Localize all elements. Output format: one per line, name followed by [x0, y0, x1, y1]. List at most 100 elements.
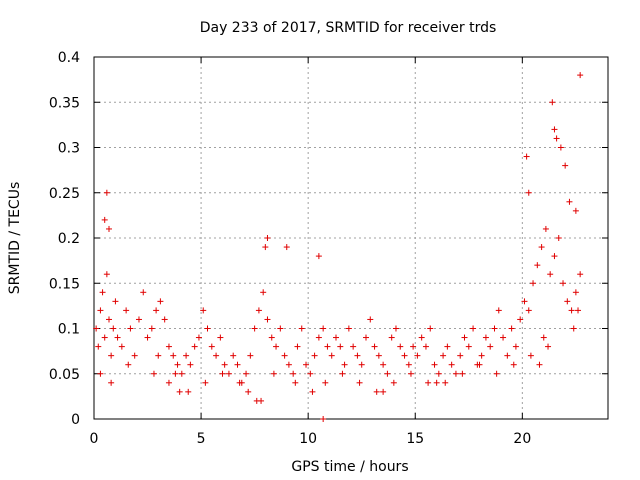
data-point [131, 352, 138, 359]
data-point [230, 352, 237, 359]
data-point [165, 343, 172, 350]
y-tick-label: 0.3 [58, 141, 80, 157]
data-point [251, 325, 258, 332]
data-point [444, 343, 451, 350]
data-point [303, 361, 310, 368]
data-point [459, 370, 466, 377]
data-point [311, 352, 318, 359]
data-point [422, 343, 429, 350]
data-point [380, 388, 387, 395]
data-point [540, 334, 547, 341]
data-point [178, 370, 185, 377]
data-point [410, 343, 417, 350]
y-tick-label: 0.1 [58, 322, 80, 338]
data-point [536, 361, 543, 368]
data-point [103, 271, 110, 278]
data-point [435, 370, 442, 377]
data-point [176, 388, 183, 395]
data-point [440, 352, 447, 359]
data-point [525, 189, 532, 196]
data-point [508, 325, 515, 332]
data-point [523, 153, 530, 160]
data-point [448, 361, 455, 368]
data-point [545, 343, 552, 350]
data-point [112, 298, 119, 305]
data-point [577, 271, 584, 278]
data-point [397, 343, 404, 350]
data-point [103, 189, 110, 196]
data-point [315, 253, 322, 260]
data-point [504, 352, 511, 359]
data-point [566, 198, 573, 205]
data-point [174, 361, 181, 368]
data-point [401, 352, 408, 359]
data-point [273, 343, 280, 350]
data-point [476, 361, 483, 368]
y-tick-label: 0.2 [58, 231, 80, 247]
y-tick-label: 0.4 [58, 50, 80, 66]
data-point [390, 379, 397, 386]
data-point [575, 307, 582, 314]
data-point [221, 361, 228, 368]
y-tick-label: 0.25 [49, 186, 80, 202]
data-point [431, 361, 438, 368]
data-point [127, 325, 134, 332]
data-point [407, 370, 414, 377]
data-point [542, 225, 549, 232]
data-point [285, 361, 292, 368]
data-point [320, 325, 327, 332]
data-point [549, 99, 556, 106]
x-tick-label: 10 [299, 431, 317, 447]
data-point [388, 334, 395, 341]
data-point [123, 307, 130, 314]
data-point [165, 379, 172, 386]
data-point [144, 334, 151, 341]
data-point [140, 289, 147, 296]
data-point [234, 361, 241, 368]
data-point [487, 343, 494, 350]
x-tick-label: 0 [90, 431, 99, 447]
y-tick-label: 0.05 [49, 367, 80, 383]
data-point [341, 361, 348, 368]
data-point [328, 352, 335, 359]
data-point [493, 370, 500, 377]
data-point [530, 280, 537, 287]
data-point [538, 244, 545, 251]
data-point [262, 244, 269, 251]
grid-lines [94, 57, 608, 419]
data-point [108, 352, 115, 359]
data-point [195, 334, 202, 341]
data-point [510, 361, 517, 368]
data-point [333, 334, 340, 341]
data-point [500, 334, 507, 341]
data-point [93, 325, 100, 332]
data-point [320, 416, 327, 422]
data-point [380, 361, 387, 368]
data-point [309, 388, 316, 395]
data-point [290, 370, 297, 377]
data-point [557, 144, 564, 151]
data-point [161, 316, 168, 323]
data-point [433, 379, 440, 386]
data-point [427, 325, 434, 332]
data-point [551, 126, 558, 133]
data-point [307, 370, 314, 377]
data-point [270, 370, 277, 377]
data-point [268, 334, 275, 341]
data-point [527, 352, 534, 359]
data-point [367, 316, 374, 323]
data-point [517, 316, 524, 323]
data-point [392, 325, 399, 332]
data-point [562, 162, 569, 169]
data-point [101, 334, 108, 341]
data-point [362, 334, 369, 341]
data-point [200, 307, 207, 314]
y-axis-label: SRMTID / TECUs [7, 182, 23, 295]
data-point [512, 343, 519, 350]
data-point [551, 253, 558, 260]
data-point [358, 361, 365, 368]
data-point [185, 388, 192, 395]
data-point [258, 397, 265, 404]
data-point [555, 235, 562, 241]
